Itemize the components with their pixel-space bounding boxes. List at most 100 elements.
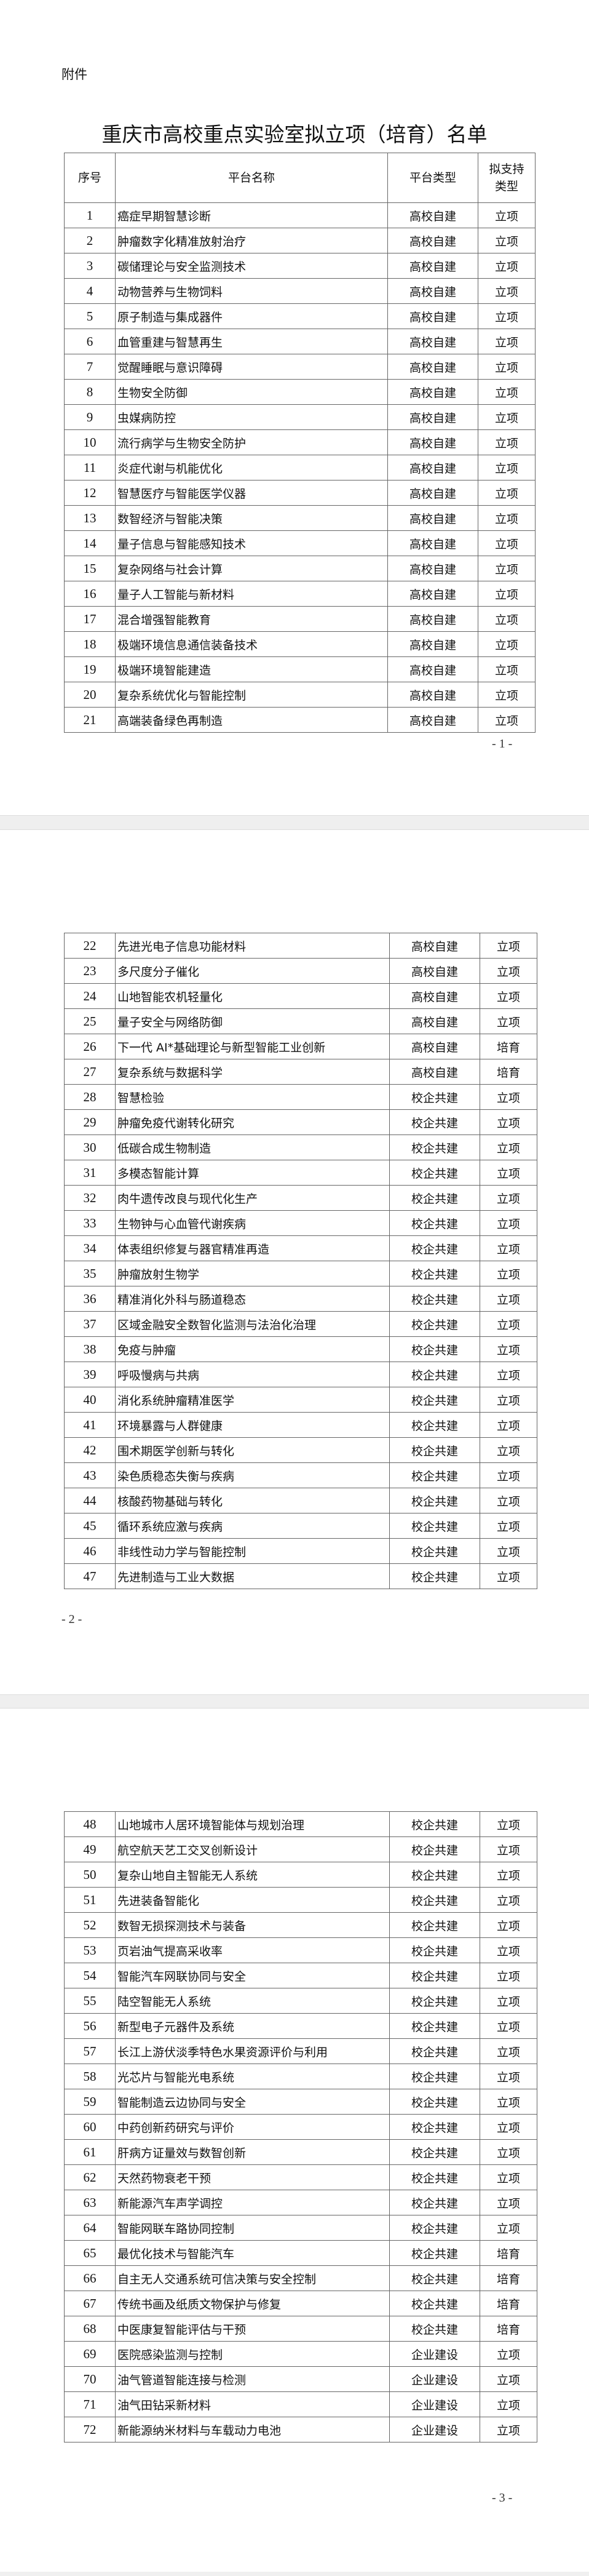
- row-index: 36: [64, 1286, 116, 1312]
- row-index: 15: [64, 556, 116, 581]
- row-index: 52: [64, 1912, 116, 1938]
- table-row: 72 新能源纳米材料与车载动力电池 企业建设 立项: [64, 2417, 537, 2442]
- platform-type: 企业建设: [389, 2366, 480, 2392]
- row-index: 57: [64, 2038, 116, 2064]
- table-row: 59 智能制造云边协同与安全 校企共建 立项: [64, 2089, 537, 2115]
- platform-type: 高校自建: [387, 354, 478, 380]
- platform-type: 企业建设: [389, 2341, 480, 2367]
- support-type: 立项: [480, 1336, 537, 1362]
- platform-name: 血管重建与智慧再生: [115, 329, 388, 354]
- platform-name: 精准消化外科与肠道稳态: [115, 1286, 390, 1312]
- platform-type: 校企共建: [389, 1261, 480, 1286]
- support-type: 立项: [480, 1988, 537, 2014]
- support-type: 立项: [478, 656, 536, 682]
- row-index: 9: [64, 404, 116, 430]
- platform-name: 复杂系统优化与智能控制: [115, 682, 388, 708]
- row-index: 70: [64, 2366, 116, 2392]
- table-row: 36 精准消化外科与肠道稳态 校企共建 立项: [64, 1286, 537, 1312]
- table-row: 11 炎症代谢与机能优化 高校自建 立项: [64, 455, 536, 481]
- platform-name: 染色质稳态失衡与疾病: [115, 1462, 390, 1488]
- platform-name: 围术期医学创新与转化: [115, 1437, 390, 1463]
- platform-type: 校企共建: [389, 1488, 480, 1513]
- support-type: 立项: [480, 1210, 537, 1236]
- table-row: 29 肿瘤免疫代谢转化研究 校企共建 立项: [64, 1109, 537, 1135]
- platform-name: 高端装备绿色再制造: [115, 707, 388, 733]
- row-index: 26: [64, 1034, 116, 1059]
- table-row: 34 体表组织修复与器官精准再造 校企共建 立项: [64, 1235, 537, 1261]
- platform-type: 高校自建: [387, 530, 478, 556]
- support-type: 立项: [480, 2013, 537, 2039]
- row-index: 24: [64, 983, 116, 1009]
- support-type: 立项: [478, 455, 536, 481]
- platform-type: 高校自建: [387, 429, 478, 455]
- support-type: 立项: [478, 404, 536, 430]
- table-row: 30 低碳合成生物制造 校企共建 立项: [64, 1134, 537, 1160]
- platform-name: 自主无人交通系统可信决策与安全控制: [115, 2265, 390, 2291]
- table-row: 13 数智经济与智能决策 高校自建 立项: [64, 505, 536, 531]
- support-type: 培育: [480, 2291, 537, 2316]
- table-row: 31 多模态智能计算 校企共建 立项: [64, 1160, 537, 1186]
- document-title: 重庆市高校重点实验室拟立项（培育）名单: [101, 122, 488, 146]
- row-index: 29: [64, 1109, 116, 1135]
- platform-type: 校企共建: [389, 2064, 480, 2089]
- row-index: 14: [64, 530, 116, 556]
- platform-name: 先进装备智能化: [115, 1887, 390, 1913]
- table-row: 14 量子信息与智能感知技术 高校自建 立项: [64, 530, 536, 556]
- row-index: 5: [64, 303, 116, 329]
- table-row: 45 循环系统应激与疾病 校企共建 立项: [64, 1513, 537, 1539]
- support-type: 立项: [480, 1538, 537, 1564]
- row-index: 10: [64, 429, 116, 455]
- platform-type: 校企共建: [389, 1362, 480, 1387]
- support-type: 立项: [480, 1563, 537, 1589]
- platform-name: 页岩油气提高采收率: [115, 1937, 390, 1963]
- table-row: 49 航空航天艺工交叉创新设计 校企共建 立项: [64, 1836, 537, 1862]
- table-row: 62 天然药物衰老干预 校企共建 立项: [64, 2164, 537, 2190]
- support-type: 立项: [480, 1134, 537, 1160]
- support-type: 立项: [480, 2341, 537, 2367]
- support-type: 立项: [478, 303, 536, 329]
- table-row: 60 中药创新药研究与评价 校企共建 立项: [64, 2114, 537, 2140]
- row-index: 19: [64, 656, 116, 682]
- platform-type: 校企共建: [389, 1084, 480, 1110]
- row-index: 63: [64, 2190, 116, 2215]
- platform-type: 校企共建: [389, 2038, 480, 2064]
- row-index: 18: [64, 631, 116, 657]
- support-type: 立项: [480, 1412, 537, 1438]
- table-row: 68 中医康复智能评估与干预 校企共建 培育: [64, 2316, 537, 2342]
- platform-type: 校企共建: [389, 1311, 480, 1337]
- platform-name: 传统书画及纸质文物保护与修复: [115, 2291, 390, 2316]
- row-index: 45: [64, 1513, 116, 1539]
- support-type: 培育: [480, 2265, 537, 2291]
- platform-type: 校企共建: [389, 1387, 480, 1413]
- platform-name: 区域金融安全数智化监测与法治化治理: [115, 1311, 390, 1337]
- platform-type: 高校自建: [389, 958, 480, 984]
- support-type: 立项: [478, 530, 536, 556]
- platform-type: 校企共建: [389, 1286, 480, 1312]
- platform-type: 校企共建: [389, 2215, 480, 2241]
- platform-name: 生物钟与心血管代谢疾病: [115, 1210, 390, 1236]
- support-type: 立项: [480, 958, 537, 984]
- page-2: 22 先进光电子信息功能材料 高校自建 立项 23 多尺度分子催化 高校自建 立项 24 山地智能…: [0, 830, 589, 1694]
- row-index: 16: [64, 581, 116, 607]
- table-row: 42 围术期医学创新与转化 校企共建 立项: [64, 1437, 537, 1463]
- platform-type: 校企共建: [389, 1185, 480, 1211]
- support-type: 立项: [478, 606, 536, 632]
- platform-name: 先进制造与工业大数据: [115, 1563, 390, 1589]
- platform-name: 新型电子元器件及系统: [115, 2013, 390, 2039]
- platform-name: 医院感染监测与控制: [115, 2341, 390, 2367]
- support-type: 立项: [480, 2064, 537, 2089]
- platform-name: 动物营养与生物饲料: [115, 278, 388, 304]
- support-type: 立项: [480, 1437, 537, 1463]
- platform-type: 高校自建: [389, 933, 480, 959]
- page-3: 48 山地城市人居环境智能体与规划治理 校企共建 立项 49 航空航天艺工交叉创新设计 校企…: [0, 1709, 589, 2572]
- platform-name: 新能源汽车声学调控: [115, 2190, 390, 2215]
- row-index: 25: [64, 1008, 116, 1034]
- support-type: 立项: [480, 2114, 537, 2140]
- platform-type: 校企共建: [389, 1937, 480, 1963]
- platform-type: 高校自建: [387, 303, 478, 329]
- platform-name: 天然药物衰老干预: [115, 2164, 390, 2190]
- support-type: 立项: [478, 556, 536, 581]
- platform-type: 校企共建: [389, 1336, 480, 1362]
- row-index: 69: [64, 2341, 116, 2367]
- platform-name: 消化系统肿瘤精准医学: [115, 1387, 390, 1413]
